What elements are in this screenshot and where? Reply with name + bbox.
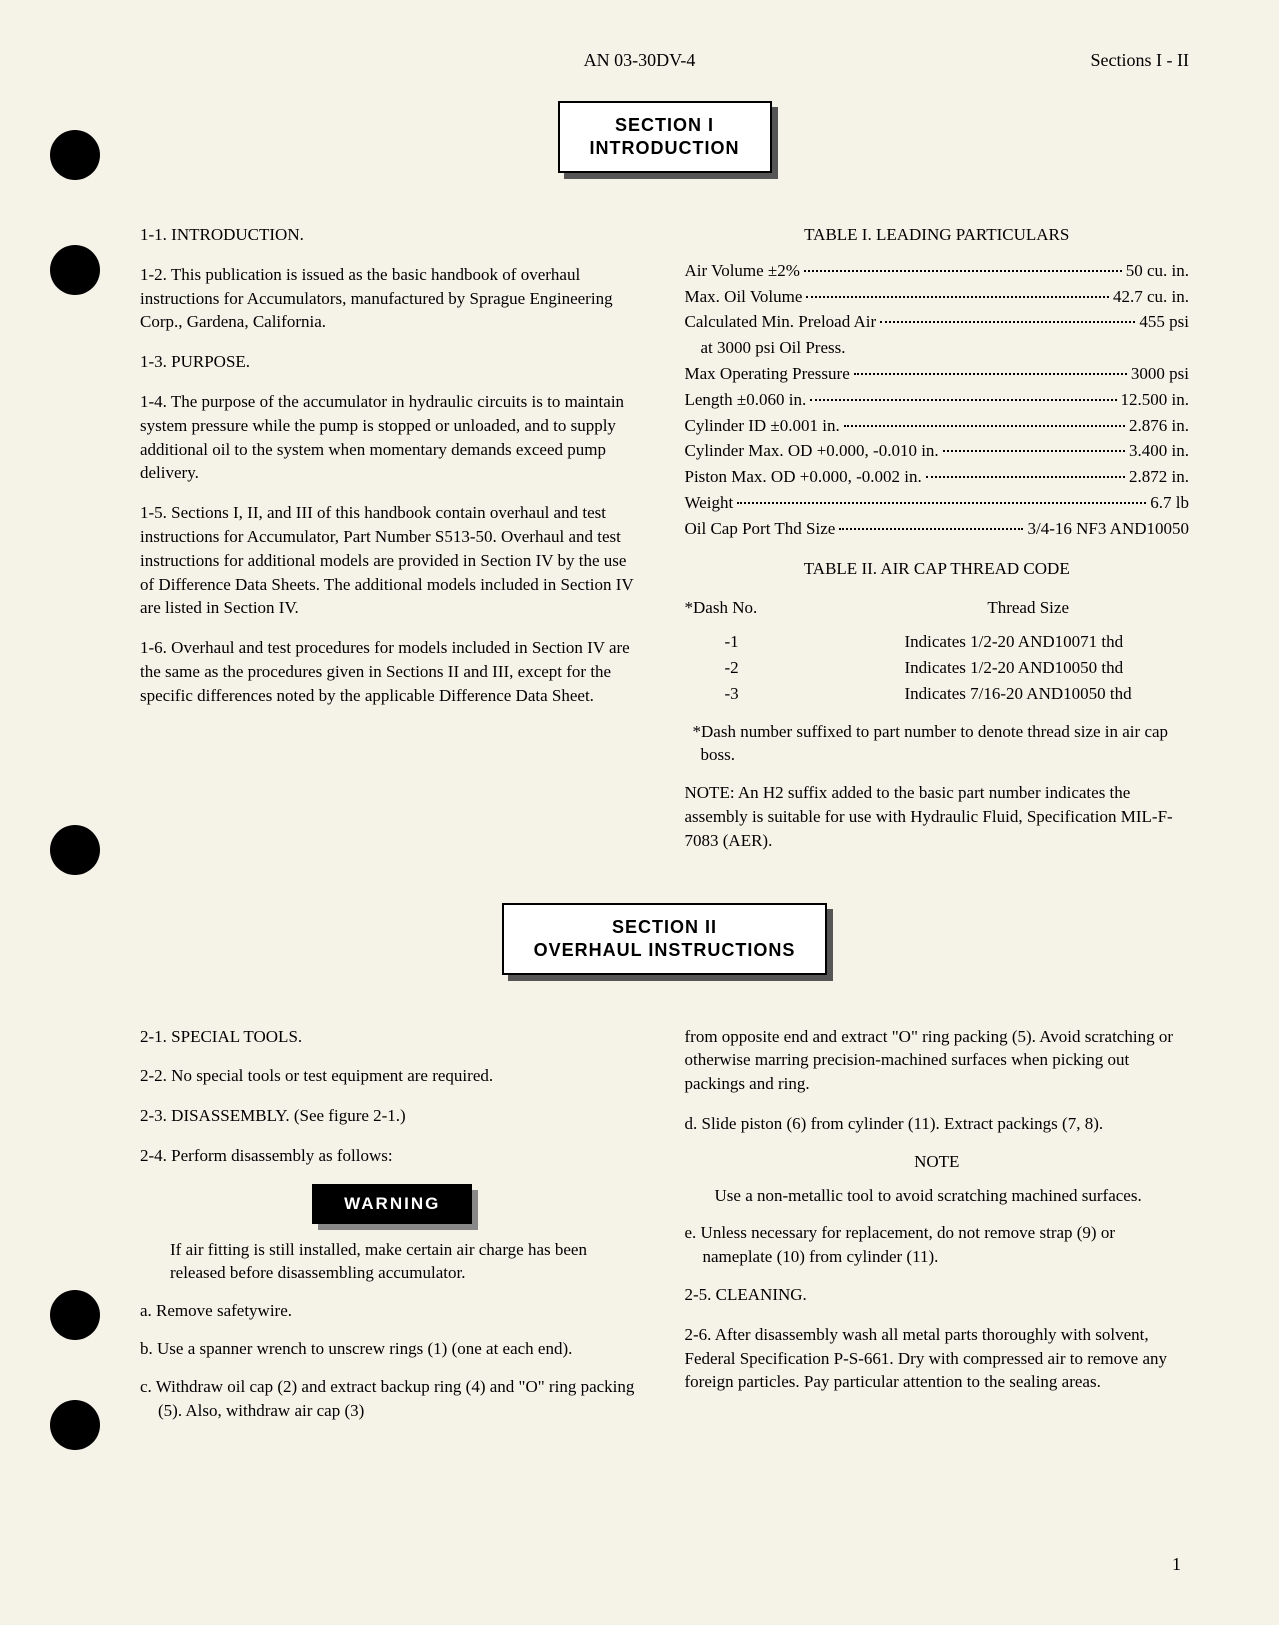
table-row: Cylinder Max. OD +0.000, -0.010 in. 3.400…: [685, 439, 1190, 463]
step-b: b. Use a spanner wrench to unscrew rings…: [140, 1337, 645, 1361]
section-2-left-column: 2-1. SPECIAL TOOLS. 2-2. No special tool…: [140, 1025, 645, 1423]
thread-size: Indicates 1/2-20 AND10071 thd: [805, 630, 1190, 654]
page-number: 1: [1172, 1554, 1181, 1575]
row-value: 2.872 in.: [1129, 465, 1189, 489]
para-1-2: 1-2. This publication is issued as the b…: [140, 263, 645, 334]
row-label: Weight: [685, 491, 734, 515]
row-label: Air Volume ±2%: [685, 259, 800, 283]
table-row: -2Indicates 1/2-20 AND10050 thd: [685, 656, 1190, 680]
table-row: Cylinder ID ±0.001 in. 2.876 in.: [685, 414, 1190, 438]
row-label: Cylinder Max. OD +0.000, -0.010 in.: [685, 439, 939, 463]
table-row: at 3000 psi Oil Press.: [685, 336, 1190, 360]
section-1-content: 1-1. INTRODUCTION. 1-2. This publication…: [140, 223, 1189, 853]
row-label: Oil Cap Port Thd Size: [685, 517, 836, 541]
table-1: Air Volume ±2% 50 cu. in. Max. Oil Volume 4…: [685, 259, 1190, 541]
table-2-footnote: *Dash number suffixed to part number to …: [685, 720, 1190, 768]
row-label: Max Operating Pressure: [685, 362, 850, 386]
row-label: Calculated Min. Preload Air: [685, 310, 877, 334]
punch-hole: [50, 245, 100, 295]
punch-hole: [50, 1290, 100, 1340]
table-row: Max. Oil Volume 42.7 cu. in.: [685, 285, 1190, 309]
table-row: Max Operating Pressure 3000 psi: [685, 362, 1190, 386]
row-label: at 3000 psi Oil Press.: [701, 336, 846, 360]
row-label: Max. Oil Volume: [685, 285, 803, 309]
row-value: 50 cu. in.: [1126, 259, 1189, 283]
note-heading: NOTE: [685, 1150, 1190, 1174]
table-row: Oil Cap Port Thd Size 3/4-16 NF3 AND10050: [685, 517, 1190, 541]
step-a: a. Remove safetywire.: [140, 1299, 645, 1323]
dash-number: -3: [685, 682, 805, 706]
warning-text: If air fitting is still installed, make …: [140, 1238, 645, 1286]
section-1-left-column: 1-1. INTRODUCTION. 1-2. This publication…: [140, 223, 645, 853]
table-row: Piston Max. OD +0.000, -0.002 in. 2.872 i…: [685, 465, 1190, 489]
punch-hole: [50, 825, 100, 875]
row-value: 3/4-16 NF3 AND10050: [1027, 517, 1189, 541]
row-label: Piston Max. OD +0.000, -0.002 in.: [685, 465, 922, 489]
row-value: 3000 psi: [1131, 362, 1189, 386]
row-value: 42.7 cu. in.: [1113, 285, 1189, 309]
section-1-right-column: TABLE I. LEADING PARTICULARS Air Volume …: [685, 223, 1190, 853]
step-d: d. Slide piston (6) from cylinder (11). …: [685, 1112, 1190, 1136]
para-2-2: 2-2. No special tools or test equipment …: [140, 1064, 645, 1088]
para-1-4: 1-4. The purpose of the accumulator in h…: [140, 390, 645, 485]
step-c: c. Withdraw oil cap (2) and extract back…: [140, 1375, 645, 1423]
table-2-col2: Thread Size: [987, 596, 1189, 620]
table-row: Length ±0.060 in. 12.500 in.: [685, 388, 1190, 412]
table-1-title: TABLE I. LEADING PARTICULARS: [685, 223, 1190, 247]
heading-2-1: 2-1. SPECIAL TOOLS.: [140, 1025, 645, 1049]
dash-number: -2: [685, 656, 805, 680]
para-2-6: 2-6. After disassembly wash all metal pa…: [685, 1323, 1190, 1394]
table-row: Air Volume ±2% 50 cu. in.: [685, 259, 1190, 283]
step-c-continued: from opposite end and extract "O" ring p…: [685, 1025, 1190, 1096]
section-2-header: SECTION II OVERHAUL INSTRUCTIONS: [502, 903, 828, 975]
row-value: 3.400 in.: [1129, 439, 1189, 463]
row-value: 455 psi: [1139, 310, 1189, 334]
heading-1-1: 1-1. INTRODUCTION.: [140, 223, 645, 247]
warning-box: WARNING: [312, 1184, 472, 1224]
thread-size: Indicates 7/16-20 AND10050 thd: [805, 682, 1190, 706]
heading-2-3: 2-3. DISASSEMBLY. (See figure 2-1.): [140, 1104, 645, 1128]
heading-2-5: 2-5. CLEANING.: [685, 1283, 1190, 1307]
row-label: Length ±0.060 in.: [685, 388, 807, 412]
table-row: -3Indicates 7/16-20 AND10050 thd: [685, 682, 1190, 706]
heading-1-3: 1-3. PURPOSE.: [140, 350, 645, 374]
page-header: AN 03-30DV-4 Sections I - II: [140, 50, 1189, 71]
section-indicator: Sections I - II: [1091, 50, 1189, 71]
para-2-4: 2-4. Perform disassembly as follows:: [140, 1144, 645, 1168]
row-value: 2.876 in.: [1129, 414, 1189, 438]
punch-hole: [50, 130, 100, 180]
table-row: Weight 6.7 lb: [685, 491, 1190, 515]
row-value: 12.500 in.: [1121, 388, 1189, 412]
table-row: -1Indicates 1/2-20 AND10071 thd: [685, 630, 1190, 654]
doc-number: AN 03-30DV-4: [584, 50, 696, 71]
dash-number: -1: [685, 630, 805, 654]
table-2-header: *Dash No. Thread Size: [685, 596, 1190, 620]
section-2-right-column: from opposite end and extract "O" ring p…: [685, 1025, 1190, 1423]
table-2-col1: *Dash No.: [685, 596, 758, 620]
para-1-5: 1-5. Sections I, II, and III of this han…: [140, 501, 645, 620]
table-row: Calculated Min. Preload Air 455 psi: [685, 310, 1190, 334]
punch-hole: [50, 1400, 100, 1450]
thread-size: Indicates 1/2-20 AND10050 thd: [805, 656, 1190, 680]
para-1-6: 1-6. Overhaul and test procedures for mo…: [140, 636, 645, 707]
note-text: Use a non-metallic tool to avoid scratch…: [685, 1184, 1190, 1208]
step-e: e. Unless necessary for replacement, do …: [685, 1221, 1190, 1269]
table-2-title: TABLE II. AIR CAP THREAD CODE: [685, 557, 1190, 581]
section-1-header: SECTION I INTRODUCTION: [558, 101, 772, 173]
table-2: *Dash No. Thread Size -1Indicates 1/2-20…: [685, 596, 1190, 705]
row-label: Cylinder ID ±0.001 in.: [685, 414, 840, 438]
section-2-content: 2-1. SPECIAL TOOLS. 2-2. No special tool…: [140, 1025, 1189, 1423]
row-value: 6.7 lb: [1150, 491, 1189, 515]
section-1-note: NOTE: An H2 suffix added to the basic pa…: [685, 781, 1190, 852]
